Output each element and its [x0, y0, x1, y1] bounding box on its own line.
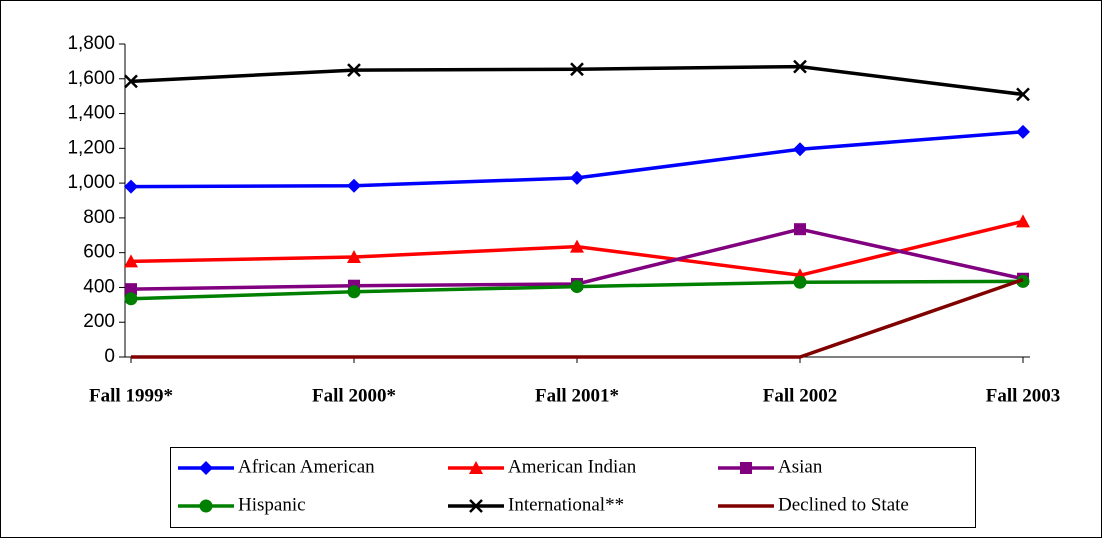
- marker: [125, 283, 137, 296]
- y-tick-label: 400: [83, 276, 115, 297]
- y-tick-label: 200: [83, 311, 115, 332]
- legend-label: African American: [238, 456, 375, 477]
- marker: [570, 280, 584, 294]
- x-tick-label: Fall 2001*: [535, 385, 619, 406]
- marker: [199, 499, 213, 513]
- marker: [347, 285, 361, 299]
- y-tick-label: 1,000: [67, 172, 115, 193]
- marker: [793, 142, 807, 157]
- x-tick-label: Fall 1999*: [89, 385, 173, 406]
- marker: [124, 292, 138, 306]
- x-tick-label: Fall 2000*: [312, 385, 396, 406]
- marker: [570, 239, 584, 253]
- y-tick-label: 1,600: [67, 68, 115, 89]
- x-tick-label: Fall 2003: [986, 385, 1060, 406]
- marker: [469, 499, 483, 513]
- marker: [740, 462, 752, 474]
- legend-label: Asian: [778, 456, 823, 477]
- marker: [793, 275, 807, 289]
- marker: [124, 179, 138, 194]
- marker: [570, 62, 584, 77]
- marker: [469, 461, 483, 474]
- series-line: [131, 277, 1024, 359]
- marker: [199, 461, 213, 475]
- legend-label: International**: [508, 494, 624, 515]
- x-tick-label: Fall 2002: [763, 385, 837, 406]
- marker: [347, 63, 361, 77]
- y-tick-label: 1,800: [67, 33, 115, 54]
- y-tick-label: 1,200: [67, 137, 115, 158]
- marker: [794, 223, 806, 236]
- y-tick-label: 1,400: [67, 103, 115, 124]
- marker: [1016, 124, 1030, 139]
- marker: [1016, 214, 1030, 228]
- marker: [570, 170, 584, 185]
- y-tick-label: 600: [83, 242, 115, 263]
- marker: [793, 59, 807, 74]
- legend-box: [170, 447, 976, 528]
- marker: [347, 178, 361, 193]
- legend-label: Hispanic: [238, 494, 306, 515]
- legend-label: American Indian: [508, 456, 637, 477]
- marker: [124, 254, 138, 268]
- y-tick-label: 800: [83, 207, 115, 228]
- marker: [124, 74, 138, 89]
- legend-label: Declined to State: [778, 494, 909, 515]
- marker: [347, 250, 361, 264]
- y-tick-label: 0: [104, 346, 115, 367]
- marker: [1016, 87, 1030, 102]
